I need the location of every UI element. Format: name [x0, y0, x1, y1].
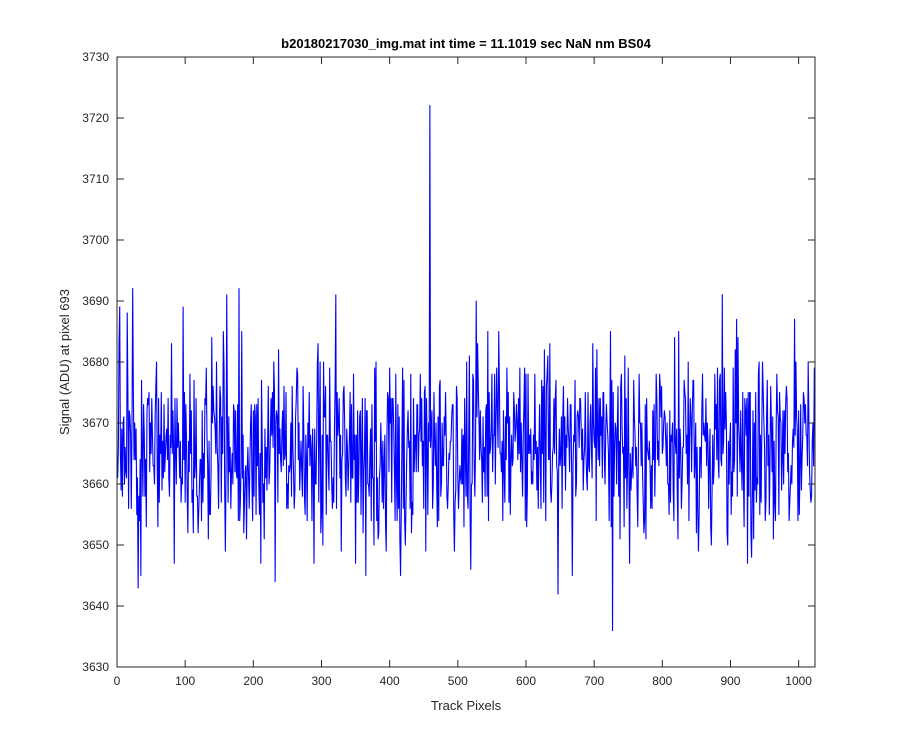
data-point — [557, 593, 559, 595]
x-tick-label: 600 — [516, 674, 536, 688]
series-group — [117, 105, 816, 632]
chart-title: b20180217030_img.mat int time = 11.1019 … — [281, 36, 651, 51]
x-tick-label: 100 — [175, 674, 195, 688]
data-point — [119, 306, 121, 308]
data-point — [721, 294, 723, 296]
x-tick-label: 0 — [114, 674, 121, 688]
data-point — [238, 288, 240, 290]
y-tick-label: 3650 — [82, 538, 109, 552]
y-tick-label: 3660 — [82, 477, 109, 491]
plot-area — [117, 57, 815, 667]
x-tick-label: 400 — [380, 674, 400, 688]
data-point — [132, 288, 134, 290]
data-point — [611, 629, 614, 632]
y-axis-title: Signal (ADU) at pixel 693 — [57, 289, 72, 435]
x-tick-label: 900 — [720, 674, 740, 688]
y-tick-label: 3680 — [82, 355, 109, 369]
y-tick-label: 3700 — [82, 233, 109, 247]
x-tick-label: 700 — [584, 674, 604, 688]
y-tick-label: 3690 — [82, 294, 109, 308]
y-tick-label: 3670 — [82, 416, 109, 430]
y-tick-label: 3630 — [82, 660, 109, 674]
y-axis: 3630 3640 3650 3660 3670 3680 3690 3700 3710 3720… — [82, 50, 815, 674]
x-axis: 0 100 200 300 400 500 600 700 800 900 1000 — [114, 57, 812, 688]
x-tick-label: 200 — [243, 674, 263, 688]
x-tick-label: 800 — [652, 674, 672, 688]
data-point — [126, 312, 128, 314]
x-axis-title: Track Pixels — [431, 698, 502, 713]
x-tick-label: 300 — [311, 674, 331, 688]
x-tick-label: 1000 — [785, 674, 812, 688]
x-tick-label: 500 — [448, 674, 468, 688]
y-tick-label: 3720 — [82, 111, 109, 125]
y-tick-label: 3710 — [82, 172, 109, 186]
y-tick-label: 3640 — [82, 599, 109, 613]
data-point — [813, 465, 815, 467]
y-tick-label: 3730 — [82, 50, 109, 64]
data-point — [137, 587, 139, 589]
signal-series-line — [117, 105, 816, 631]
data-point — [429, 105, 431, 107]
